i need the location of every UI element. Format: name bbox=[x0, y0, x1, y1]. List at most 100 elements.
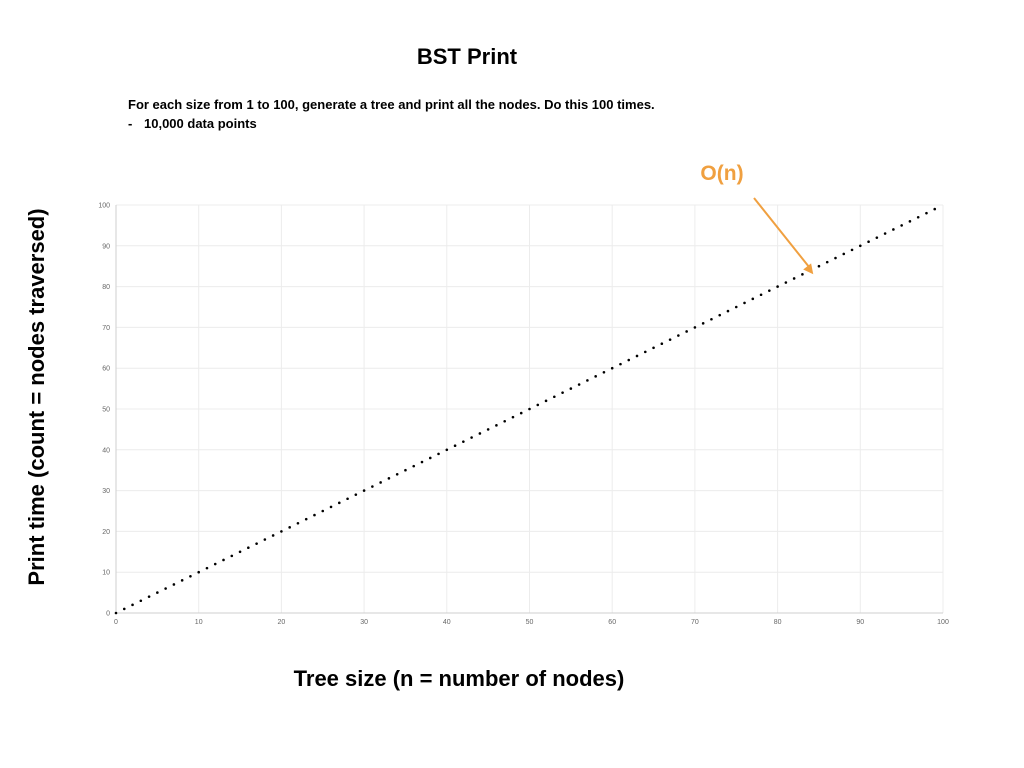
data-point bbox=[263, 538, 267, 541]
data-point bbox=[834, 256, 837, 260]
data-point bbox=[908, 220, 912, 223]
data-point bbox=[280, 530, 283, 533]
y-axis-title: Print time (count = nodes traversed) bbox=[24, 208, 49, 586]
annotation-arrow-shaft bbox=[753, 197, 811, 268]
x-tick-label: 0 bbox=[114, 619, 118, 626]
data-point bbox=[478, 432, 482, 435]
data-point bbox=[569, 387, 573, 390]
y-tick-label: 80 bbox=[102, 284, 110, 291]
data-point bbox=[743, 301, 746, 305]
data-point bbox=[470, 436, 473, 439]
data-point bbox=[511, 415, 515, 419]
data-point bbox=[528, 407, 531, 411]
data-point bbox=[627, 358, 631, 362]
annotation-label: O(n) bbox=[700, 162, 743, 185]
data-point bbox=[867, 240, 870, 244]
data-point bbox=[271, 534, 275, 537]
data-point bbox=[718, 313, 722, 317]
data-point bbox=[594, 375, 597, 378]
data-point bbox=[180, 579, 184, 582]
data-point bbox=[577, 383, 581, 386]
data-point bbox=[420, 460, 424, 464]
data-point bbox=[825, 260, 829, 264]
data-point bbox=[371, 485, 374, 488]
data-point bbox=[189, 574, 192, 578]
data-point bbox=[759, 293, 763, 297]
data-point bbox=[122, 607, 126, 611]
grid-lines bbox=[115, 204, 944, 614]
data-point bbox=[205, 566, 209, 570]
data-point bbox=[329, 505, 333, 509]
data-point bbox=[859, 244, 862, 248]
data-point bbox=[321, 509, 325, 513]
data-point bbox=[437, 452, 440, 456]
data-point bbox=[379, 481, 382, 484]
data-point bbox=[156, 591, 159, 594]
data-point bbox=[486, 428, 490, 431]
data-point bbox=[495, 424, 498, 427]
data-point bbox=[685, 330, 688, 333]
data-point bbox=[668, 338, 672, 341]
data-point bbox=[701, 322, 705, 325]
data-point bbox=[445, 448, 449, 452]
data-point bbox=[875, 236, 879, 239]
data-point bbox=[222, 558, 225, 562]
data-point bbox=[230, 554, 234, 558]
data-point bbox=[395, 472, 399, 476]
data-point bbox=[519, 411, 523, 415]
data-point bbox=[346, 497, 349, 501]
x-tick-label: 90 bbox=[856, 619, 864, 626]
slide-title: BST Print bbox=[416, 44, 518, 69]
data-point bbox=[660, 342, 664, 346]
axes bbox=[115, 205, 943, 614]
bullet-dash: - bbox=[128, 116, 133, 131]
data-point bbox=[387, 477, 391, 480]
data-point bbox=[247, 546, 250, 550]
x-tick-label: 10 bbox=[195, 619, 203, 626]
x-tick-label: 80 bbox=[774, 619, 782, 626]
y-tick-label: 50 bbox=[102, 407, 110, 414]
data-point bbox=[693, 326, 697, 329]
x-tick-label: 40 bbox=[443, 619, 451, 626]
data-point bbox=[768, 289, 771, 292]
data-point bbox=[892, 228, 895, 231]
data-point bbox=[536, 403, 540, 407]
y-tick-label: 70 bbox=[102, 325, 110, 332]
data-point bbox=[817, 264, 821, 268]
data-point bbox=[172, 583, 176, 586]
data-point bbox=[801, 273, 804, 276]
y-tick-label: 20 bbox=[102, 529, 110, 536]
data-point bbox=[776, 285, 779, 288]
x-tick-label: 60 bbox=[608, 619, 616, 626]
data-point bbox=[619, 362, 622, 366]
data-point bbox=[147, 595, 151, 598]
data-point bbox=[164, 587, 167, 590]
data-point bbox=[784, 281, 788, 284]
y-tick-label: 90 bbox=[102, 243, 110, 250]
data-points bbox=[114, 207, 937, 615]
x-tick-label: 20 bbox=[278, 619, 286, 626]
bullet-text: 10,000 data points bbox=[144, 116, 257, 131]
data-point bbox=[412, 464, 416, 468]
annotation-arrow-head bbox=[803, 263, 814, 275]
data-point bbox=[213, 562, 217, 566]
slide-bullet: -10,000 data points bbox=[128, 116, 257, 131]
data-point bbox=[544, 399, 548, 403]
y-tick-label: 30 bbox=[102, 488, 110, 495]
data-point bbox=[362, 489, 366, 492]
x-tick-label: 30 bbox=[360, 619, 368, 626]
data-point bbox=[842, 252, 846, 256]
slide-description: For each size from 1 to 100, generate a … bbox=[128, 97, 655, 112]
data-point bbox=[255, 542, 258, 545]
data-point bbox=[131, 603, 134, 607]
data-point bbox=[751, 297, 755, 301]
data-point bbox=[503, 419, 506, 423]
data-point bbox=[337, 501, 341, 505]
y-tick-label: 60 bbox=[102, 366, 110, 373]
data-point bbox=[288, 526, 291, 529]
data-point bbox=[883, 232, 887, 235]
data-point bbox=[404, 468, 407, 472]
data-point bbox=[635, 354, 639, 358]
data-point bbox=[643, 350, 647, 354]
